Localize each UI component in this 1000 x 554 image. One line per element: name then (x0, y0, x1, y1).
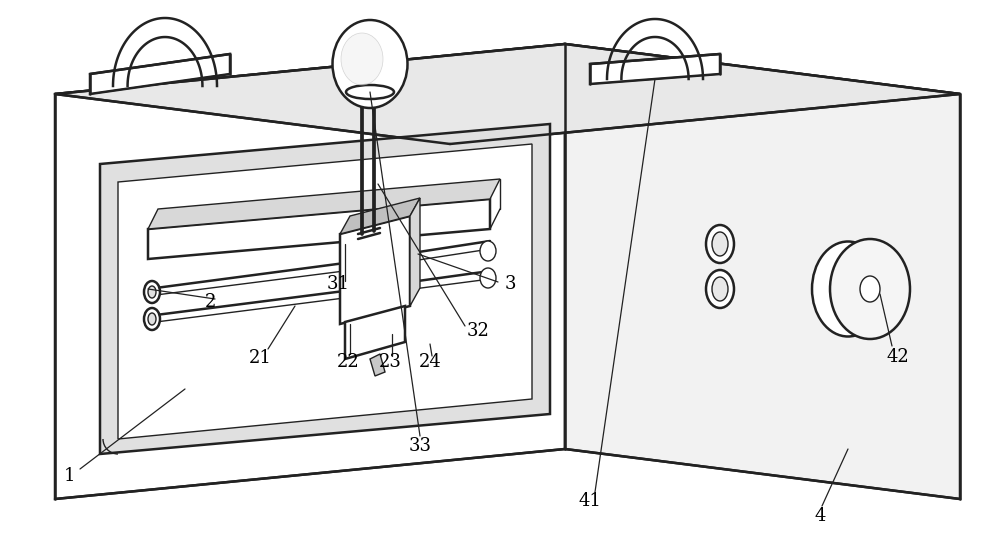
Polygon shape (565, 44, 960, 499)
Text: 33: 33 (409, 437, 432, 455)
Text: 23: 23 (379, 353, 401, 371)
Text: 31: 31 (326, 275, 350, 293)
Ellipse shape (148, 313, 156, 325)
Ellipse shape (860, 276, 880, 302)
Text: 24: 24 (419, 353, 441, 371)
Ellipse shape (480, 268, 496, 288)
Text: 42: 42 (887, 348, 909, 366)
Text: 21: 21 (249, 349, 271, 367)
Ellipse shape (712, 277, 728, 301)
Text: 4: 4 (814, 507, 826, 525)
Polygon shape (148, 179, 500, 229)
Text: 32: 32 (467, 322, 489, 340)
Ellipse shape (812, 242, 884, 336)
Ellipse shape (346, 85, 394, 99)
Polygon shape (100, 124, 550, 454)
Ellipse shape (144, 308, 160, 330)
Polygon shape (55, 44, 565, 499)
Polygon shape (148, 199, 490, 259)
Polygon shape (590, 54, 720, 84)
Ellipse shape (332, 20, 408, 108)
Text: 2: 2 (204, 293, 216, 311)
Polygon shape (340, 216, 410, 324)
Ellipse shape (830, 239, 910, 339)
Text: 22: 22 (337, 353, 359, 371)
Text: 1: 1 (64, 467, 76, 485)
Ellipse shape (712, 232, 728, 256)
Polygon shape (370, 354, 385, 376)
Ellipse shape (706, 225, 734, 263)
Polygon shape (340, 198, 420, 234)
Ellipse shape (144, 281, 160, 303)
Polygon shape (410, 198, 420, 306)
Polygon shape (55, 44, 960, 144)
Text: 41: 41 (579, 492, 601, 510)
Polygon shape (345, 306, 405, 359)
Ellipse shape (480, 241, 496, 261)
Ellipse shape (148, 286, 156, 298)
Text: 3: 3 (504, 275, 516, 293)
Polygon shape (118, 144, 532, 439)
Ellipse shape (706, 270, 734, 308)
Ellipse shape (341, 33, 383, 85)
Polygon shape (90, 54, 230, 94)
